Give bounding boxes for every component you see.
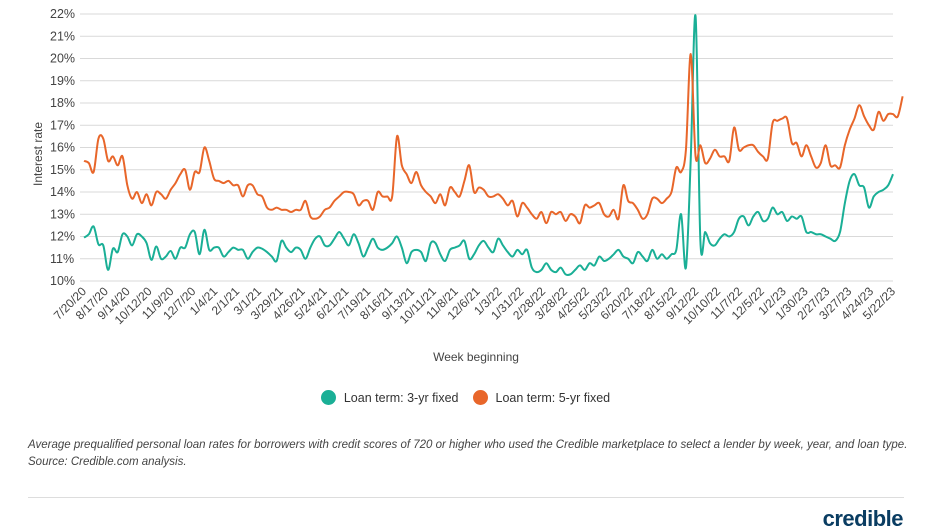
y-tick-label: 16% <box>50 141 75 155</box>
y-tick-label: 10% <box>50 274 75 288</box>
divider <box>28 497 904 498</box>
series-line-3yr <box>83 14 894 277</box>
legend-label-5yr: Loan term: 5-yr fixed <box>495 390 611 405</box>
y-tick-label: 17% <box>50 118 75 132</box>
y-tick-label: 21% <box>50 29 75 43</box>
legend: Loan term: 3-yr fixed Loan term: 5-yr fi… <box>0 390 931 405</box>
y-axis-ticks: 10% 11% 12% 13% 14% 15% 16% 17% 18% 19% 20% 21% 22% <box>50 7 75 288</box>
y-tick-label: 22% <box>50 7 75 21</box>
y-tick-label: 15% <box>50 163 75 177</box>
y-axis-title: Interest rate <box>31 122 45 186</box>
series-line-5yr <box>83 53 904 225</box>
chart-caption: Average prequalified personal loan rates… <box>28 439 908 468</box>
x-axis-ticks: 7/20/208/17/209/14/2010/12/2011/9/2012/7… <box>51 284 898 327</box>
y-tick-label: 19% <box>50 74 75 88</box>
x-axis-title: Week beginning <box>433 350 519 364</box>
credible-logo[interactable]: credible <box>822 506 904 531</box>
legend-item-5yr: Loan term: 5-yr fixed <box>472 390 611 405</box>
y-tick-label: 11% <box>50 252 74 266</box>
legend-swatch-3yr <box>320 390 336 405</box>
legend-item-3yr: Loan term: 3-yr fixed <box>320 390 459 405</box>
y-tick-label: 18% <box>50 96 75 110</box>
y-tick-label: 12% <box>50 230 75 244</box>
legend-label-3yr: Loan term: 3-yr fixed <box>343 390 459 405</box>
y-tick-label: 14% <box>50 185 75 199</box>
y-tick-label: 13% <box>50 207 75 221</box>
legend-swatch-5yr <box>472 390 488 405</box>
series-lines <box>83 14 904 277</box>
y-tick-label: 20% <box>50 52 75 66</box>
